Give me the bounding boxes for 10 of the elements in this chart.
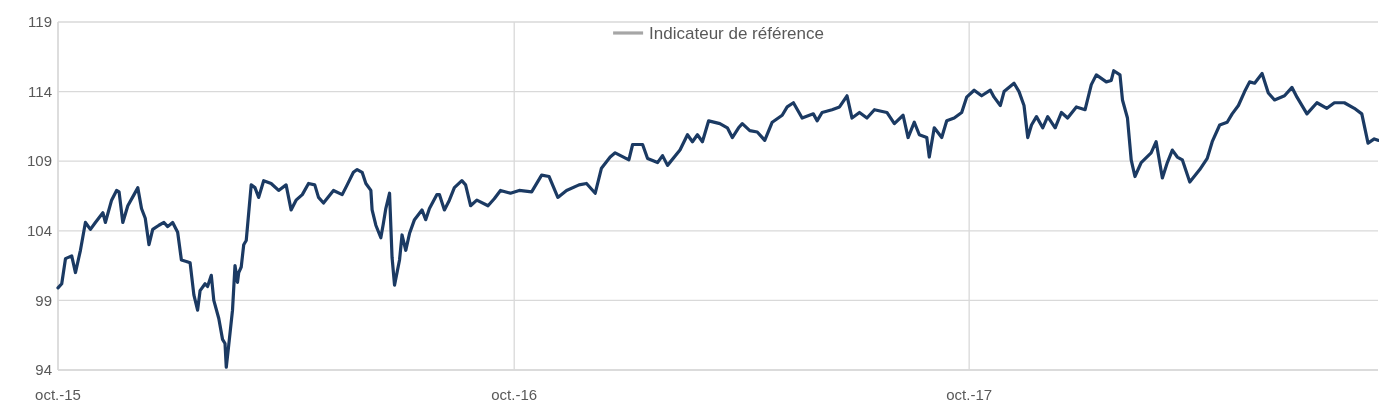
- y-tick-label: 119: [28, 13, 52, 31]
- x-tick-label: oct.-16: [491, 386, 538, 403]
- y-tick-label: 99: [35, 291, 52, 309]
- x-tick-label: oct.-15: [35, 386, 81, 403]
- y-tick-label: 109: [26, 152, 52, 170]
- y-tick-label: 104: [26, 222, 52, 240]
- y-tick-label: 94: [35, 361, 52, 379]
- legend-label: Indicateur de référence: [649, 23, 824, 43]
- y-tick-label: 114: [28, 82, 52, 100]
- x-tick-label: oct.-17: [946, 386, 993, 403]
